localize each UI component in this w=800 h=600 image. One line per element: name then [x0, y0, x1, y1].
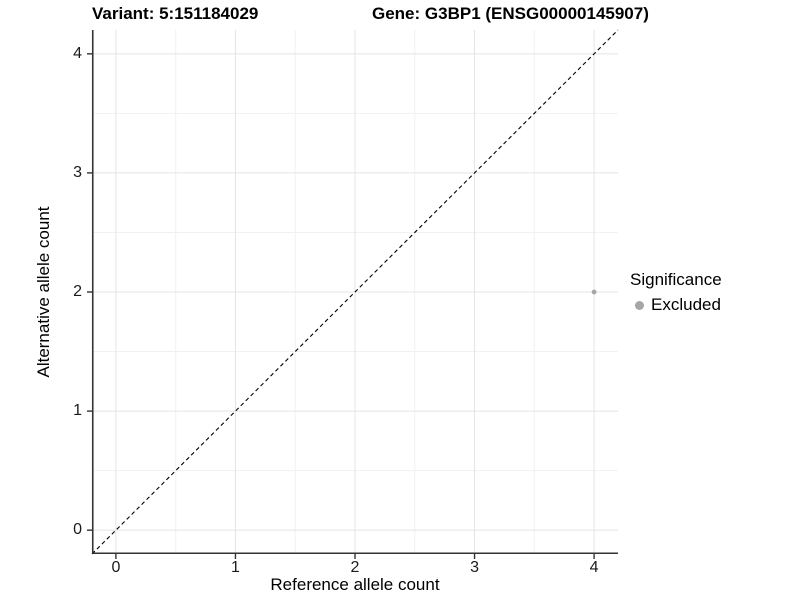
legend-item-label: Excluded [651, 295, 721, 314]
x-tick-label: 1 [231, 559, 240, 576]
x-tick-label: 3 [470, 559, 479, 576]
plot-panel [87, 29, 619, 559]
legend-title: Significance [630, 270, 722, 289]
plot-title-gene: Gene: G3BP1 (ENSG00000145907) [372, 4, 649, 23]
plot-svg [87, 29, 619, 559]
y-tick-label: 0 [73, 521, 82, 539]
x-tick-label: 2 [350, 559, 360, 576]
y-tick-label: 3 [73, 163, 82, 181]
y-tick-label: 1 [73, 402, 82, 420]
x-tick-label: 4 [589, 559, 599, 576]
data-point [591, 289, 597, 295]
legend-item-excluded: Excluded [630, 295, 722, 315]
y-tick-label: 4 [73, 44, 82, 62]
y-tick-label: 2 [73, 283, 82, 300]
plot-title-variant: Variant: 5:151184029 [92, 4, 259, 23]
excluded-dot-icon [635, 300, 644, 310]
legend: Significance Excluded [630, 270, 722, 315]
x-tick-label: 0 [111, 559, 121, 576]
y-axis-title: Alternative allele count [34, 206, 53, 378]
x-axis-title: Reference allele count [270, 575, 440, 594]
